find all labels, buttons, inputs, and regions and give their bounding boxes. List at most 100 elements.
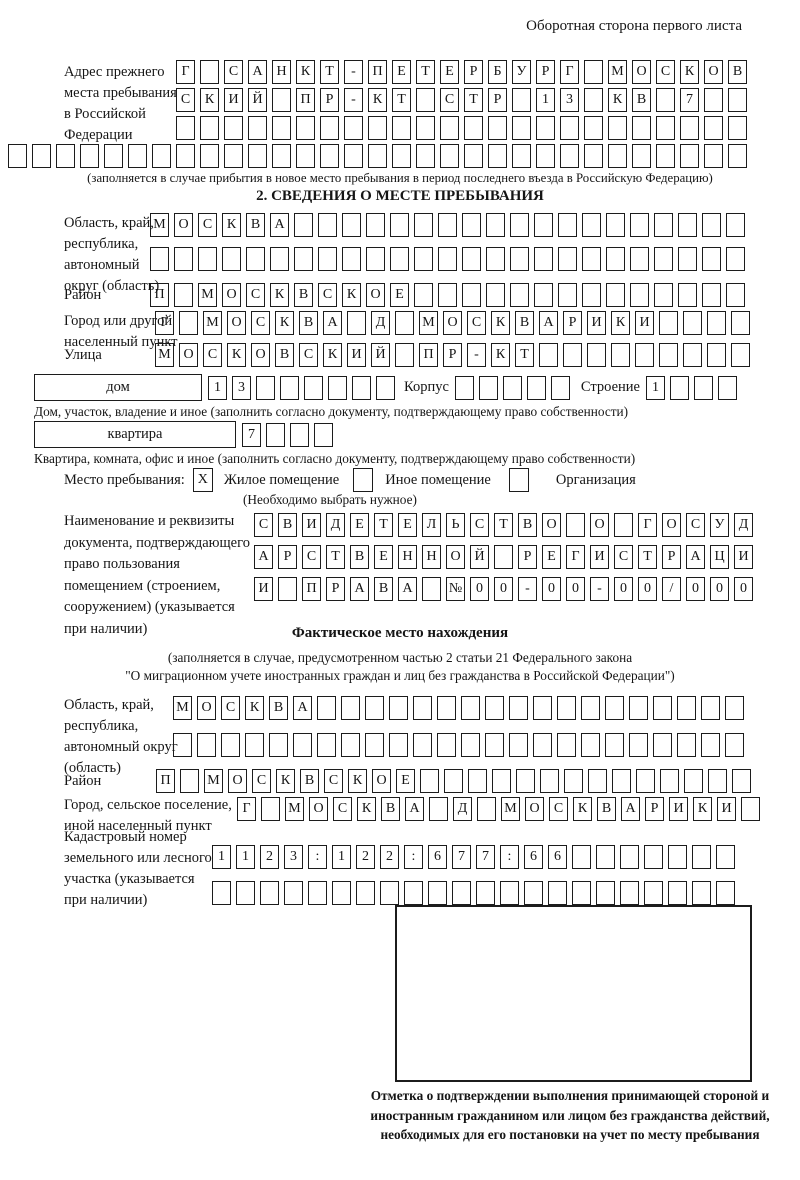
char-cell[interactable]: О	[662, 513, 681, 537]
char-cell[interactable]	[584, 60, 603, 84]
char-cell[interactable]: 0	[686, 577, 705, 601]
char-cell[interactable]	[356, 881, 375, 905]
char-cell[interactable]	[179, 311, 198, 335]
char-cell[interactable]	[605, 696, 624, 720]
char-cell[interactable]	[725, 733, 744, 757]
char-cell[interactable]	[606, 213, 625, 237]
char-cell[interactable]: 7	[476, 845, 495, 869]
char-cell[interactable]: П	[368, 60, 387, 84]
char-cell[interactable]: В	[381, 797, 400, 821]
char-cell[interactable]	[677, 733, 696, 757]
char-cell[interactable]: Т	[320, 60, 339, 84]
char-cell[interactable]: Т	[638, 545, 657, 569]
char-cell[interactable]	[266, 422, 285, 447]
char-cell[interactable]: 0	[470, 577, 489, 601]
char-cell[interactable]: В	[269, 696, 288, 720]
char-cell[interactable]: Е	[440, 60, 459, 84]
char-cell[interactable]: С	[251, 311, 270, 335]
checkbox-zhiloe[interactable]: X	[192, 468, 213, 492]
char-cell[interactable]	[572, 881, 591, 905]
char-cell[interactable]: 2	[356, 845, 375, 869]
char-cell[interactable]: К	[227, 343, 246, 367]
char-cell[interactable]	[341, 733, 360, 757]
char-cell[interactable]: О	[632, 60, 651, 84]
char-cell[interactable]: 1	[236, 845, 255, 869]
char-cell[interactable]	[656, 144, 675, 168]
char-cell[interactable]: К	[357, 797, 376, 821]
char-cell[interactable]	[452, 881, 471, 905]
char-cell[interactable]	[630, 213, 649, 237]
char-cell[interactable]: К	[348, 769, 367, 793]
char-cell[interactable]: К	[573, 797, 592, 821]
char-cell[interactable]	[654, 213, 673, 237]
char-cell[interactable]: О	[446, 545, 465, 569]
char-cell[interactable]: :	[500, 845, 519, 869]
char-cell[interactable]: Р	[536, 60, 555, 84]
char-cell[interactable]: К	[491, 343, 510, 367]
char-cell[interactable]: К	[200, 88, 219, 112]
char-cell[interactable]	[347, 311, 366, 335]
char-cell[interactable]: К	[342, 283, 361, 307]
char-cell[interactable]	[248, 144, 267, 168]
char-cell[interactable]: С	[440, 88, 459, 112]
char-cell[interactable]	[558, 247, 577, 271]
char-cell[interactable]	[678, 213, 697, 237]
char-cell[interactable]	[8, 144, 27, 168]
char-cell[interactable]	[32, 144, 51, 168]
char-cell[interactable]: О	[174, 213, 193, 237]
char-cell[interactable]	[548, 881, 567, 905]
char-cell[interactable]: 0	[710, 577, 729, 601]
char-cell[interactable]: Р	[464, 60, 483, 84]
char-cell[interactable]	[731, 343, 750, 367]
char-cell[interactable]	[352, 375, 371, 400]
char-cell[interactable]	[280, 375, 299, 400]
char-cell[interactable]: У	[710, 513, 729, 537]
char-cell[interactable]: В	[728, 60, 747, 84]
char-cell[interactable]	[581, 696, 600, 720]
char-cell[interactable]	[428, 881, 447, 905]
char-cell[interactable]: А	[686, 545, 705, 569]
char-cell[interactable]: И	[302, 513, 321, 537]
char-cell[interactable]	[488, 144, 507, 168]
char-cell[interactable]	[526, 375, 546, 400]
char-cell[interactable]	[582, 247, 601, 271]
char-cell[interactable]	[200, 116, 219, 140]
char-cell[interactable]: В	[632, 88, 651, 112]
char-cell[interactable]: С	[318, 283, 337, 307]
char-cell[interactable]: Т	[326, 545, 345, 569]
char-cell[interactable]: К	[296, 60, 315, 84]
char-cell[interactable]: В	[299, 311, 318, 335]
char-cell[interactable]: Т	[494, 513, 513, 537]
char-cell[interactable]: Й	[470, 545, 489, 569]
char-cell[interactable]	[635, 343, 654, 367]
char-cell[interactable]	[683, 311, 702, 335]
char-cell[interactable]	[584, 88, 603, 112]
char-cell[interactable]: О	[366, 283, 385, 307]
char-cell[interactable]	[314, 422, 333, 447]
char-cell[interactable]	[416, 144, 435, 168]
char-cell[interactable]	[174, 247, 193, 271]
char-cell[interactable]	[342, 247, 361, 271]
char-cell[interactable]	[461, 696, 480, 720]
char-cell[interactable]: С	[467, 311, 486, 335]
char-cell[interactable]	[320, 116, 339, 140]
char-cell[interactable]: В	[278, 513, 297, 537]
char-cell[interactable]: О	[443, 311, 462, 335]
char-cell[interactable]: 0	[614, 577, 633, 601]
char-cell[interactable]	[245, 733, 264, 757]
char-cell[interactable]	[533, 733, 552, 757]
char-cell[interactable]: 1	[212, 845, 231, 869]
char-cell[interactable]	[317, 696, 336, 720]
char-cell[interactable]: А	[270, 213, 289, 237]
char-cell[interactable]	[596, 845, 615, 869]
char-cell[interactable]	[654, 247, 673, 271]
char-cell[interactable]	[654, 283, 673, 307]
char-cell[interactable]	[261, 797, 280, 821]
char-cell[interactable]	[365, 733, 384, 757]
char-cell[interactable]: К	[275, 311, 294, 335]
char-cell[interactable]	[440, 116, 459, 140]
char-cell[interactable]: 6	[548, 845, 567, 869]
char-cell[interactable]	[502, 375, 522, 400]
char-cell[interactable]: Т	[416, 60, 435, 84]
char-cell[interactable]: -	[344, 60, 363, 84]
